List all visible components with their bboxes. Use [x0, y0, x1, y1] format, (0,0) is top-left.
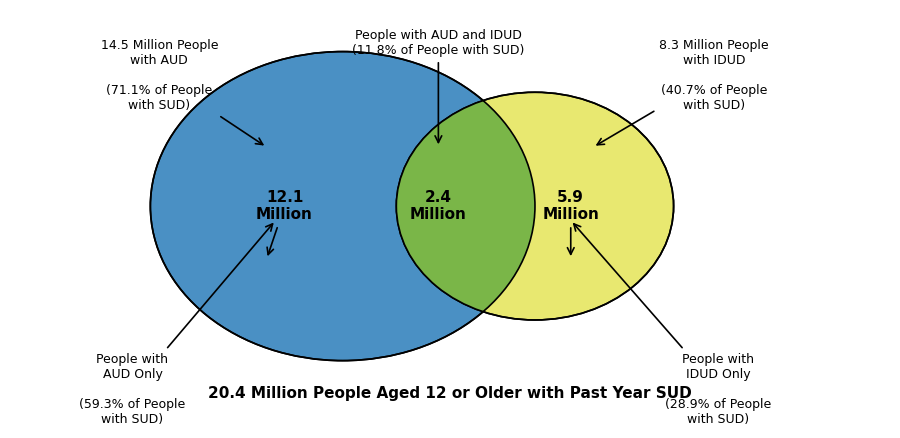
Ellipse shape: [396, 92, 673, 320]
Ellipse shape: [150, 52, 535, 360]
Text: 5.9
Million: 5.9 Million: [543, 190, 599, 254]
Text: 8.3 Million People
with IDUD

(40.7% of People
with SUD): 8.3 Million People with IDUD (40.7% of P…: [597, 39, 769, 145]
Ellipse shape: [150, 52, 535, 360]
Text: 2.4
Million: 2.4 Million: [410, 190, 467, 223]
Text: 14.5 Million People
with AUD

(71.1% of People
with SUD): 14.5 Million People with AUD (71.1% of P…: [101, 39, 263, 145]
Ellipse shape: [396, 92, 673, 320]
Text: 12.1
Million: 12.1 Million: [256, 190, 313, 254]
Text: People with AUD and IDUD
(11.8% of People with SUD): People with AUD and IDUD (11.8% of Peopl…: [352, 29, 525, 142]
Text: 20.4 Million People Aged 12 or Older with Past Year SUD: 20.4 Million People Aged 12 or Older wit…: [208, 386, 692, 401]
Text: People with
IDUD Only

(28.9% of People
with SUD): People with IDUD Only (28.9% of People w…: [574, 224, 771, 425]
Text: People with
AUD Only

(59.3% of People
with SUD): People with AUD Only (59.3% of People wi…: [79, 224, 273, 425]
